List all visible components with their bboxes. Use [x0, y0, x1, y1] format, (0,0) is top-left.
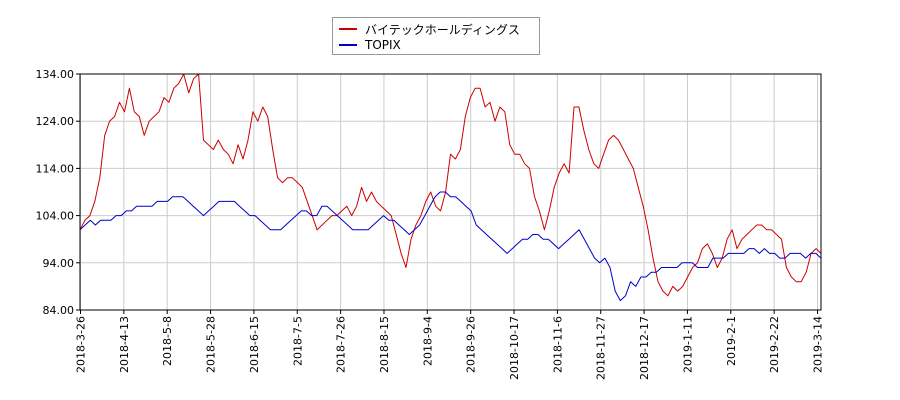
x-tick-label: 2018-3-26	[75, 316, 88, 373]
series-line-0	[79, 73, 822, 297]
x-tick-label: 2018-5-8	[161, 316, 174, 366]
legend-label-series-0: バイテックホールディングス	[365, 22, 520, 37]
y-tick-label: 104.00	[36, 210, 75, 223]
legend-item-series-1: TOPIX	[339, 37, 401, 53]
x-tick-label: 2018-6-15	[248, 316, 261, 373]
y-axis-ticks: 134.00 124.00 114.00 104.00 94.00 84.00	[36, 68, 80, 317]
x-tick-label: 2018-7-5	[291, 316, 304, 366]
y-tick-label: 124.00	[36, 115, 75, 128]
x-tick-label: 2019-2-1	[725, 316, 738, 366]
x-tick-label: 2018-9-26	[465, 316, 478, 373]
legend-swatch-series-0	[339, 28, 357, 30]
x-tick-label: 2018-11-6	[551, 316, 564, 373]
x-tick-label: 2019-3-14	[812, 316, 825, 373]
legend-label-series-1: TOPIX	[365, 38, 401, 52]
plot-background	[80, 74, 821, 310]
y-tick-label: 134.00	[36, 68, 75, 81]
x-tick-label: 2018-10-17	[508, 316, 521, 380]
series-layer	[79, 73, 822, 302]
y-tick-label: 84.00	[43, 304, 75, 317]
legend-swatch-series-1	[339, 44, 357, 46]
plot-border	[79, 73, 822, 311]
x-tick-label: 2018-9-4	[421, 316, 434, 366]
legend: バイテックホールディングス TOPIX	[332, 17, 540, 55]
y-tick-label: 114.00	[36, 162, 75, 175]
legend-item-series-0: バイテックホールディングス	[339, 21, 520, 37]
x-tick-label: 2018-5-28	[205, 316, 218, 373]
x-axis-ticks: 2018-3-26 2018-4-13 2018-5-8 2018-5-28 2018-…	[75, 310, 825, 380]
x-tick-label: 2018-8-15	[378, 316, 391, 373]
x-tick-label: 2019-1-11	[681, 316, 694, 373]
y-tick-label: 94.00	[43, 257, 75, 270]
x-tick-label: 2018-4-13	[118, 316, 131, 373]
x-tick-label: 2019-2-22	[768, 316, 781, 373]
x-tick-label: 2018-11-27	[595, 316, 608, 380]
x-tick-label: 2018-7-26	[335, 316, 348, 373]
series-line-1	[79, 191, 822, 302]
x-tick-label: 2018-12-17	[638, 316, 651, 380]
